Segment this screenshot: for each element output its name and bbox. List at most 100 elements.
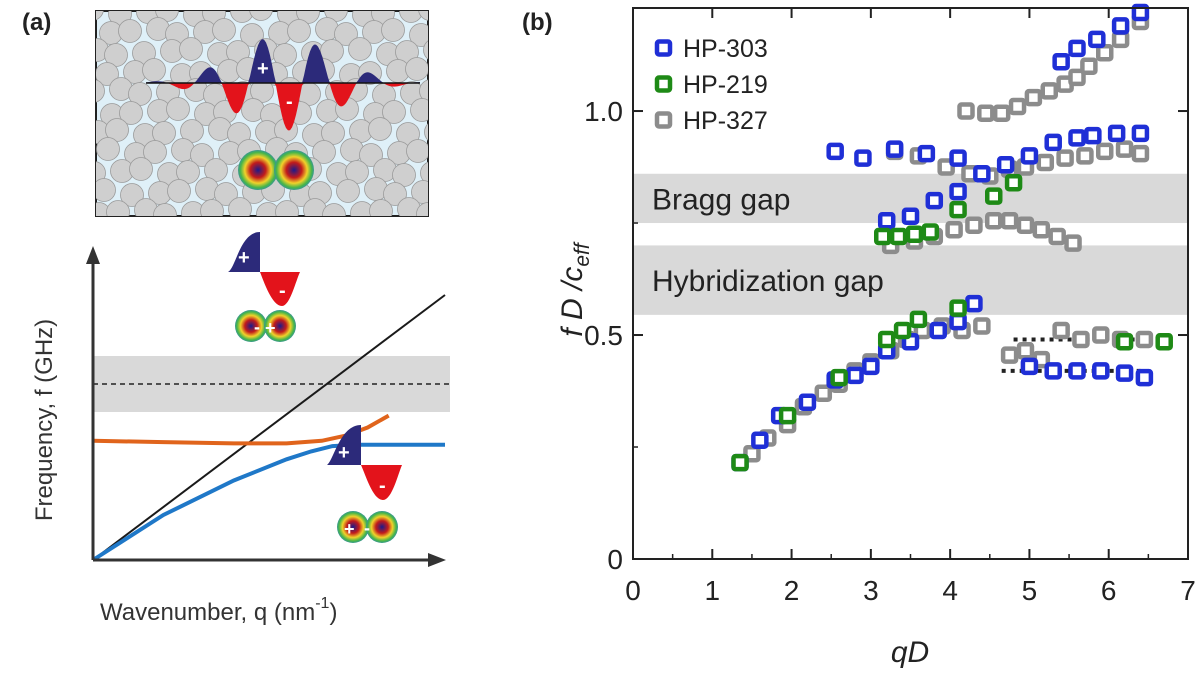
- data-point-hp-303: [1084, 126, 1102, 145]
- data-point-hp-327: [1072, 330, 1090, 349]
- data-point-hp-303: [1068, 362, 1086, 380]
- panel-a-x-label-main: Wavenumber, q (nm: [100, 599, 315, 626]
- x-tick-label: 7: [1180, 575, 1196, 606]
- lower-mode-wave-positive: [327, 425, 361, 465]
- data-point-hp-303: [1088, 30, 1106, 49]
- particle: [240, 23, 264, 47]
- particle: [334, 22, 358, 46]
- particle: [120, 183, 144, 207]
- data-point-hp-327: [1080, 57, 1098, 75]
- data-point-hp-327: [1016, 341, 1035, 360]
- particle: [200, 199, 224, 216]
- data-point-hp-327: [1096, 142, 1114, 161]
- y-tick-label: 1.0: [584, 96, 623, 127]
- data-point-hp-303: [826, 142, 844, 161]
- legend-marker-hp-327: [654, 111, 673, 129]
- particle: [287, 19, 311, 43]
- data-point-hp-303: [925, 191, 944, 210]
- data-point-hp-303: [854, 149, 872, 167]
- data-point-hp-303: [751, 431, 769, 450]
- data-point-hp-327: [1032, 220, 1051, 239]
- data-point-hp-303: [1044, 133, 1062, 152]
- lower-mode-plus: +: [338, 442, 350, 464]
- data-point-hp-303: [1115, 364, 1134, 382]
- legend-label-hp-219: HP-219: [683, 71, 768, 99]
- hybridization-gap-label: Hybridization gap: [652, 265, 884, 298]
- x-tick-label: 6: [1101, 575, 1117, 606]
- particle: [96, 11, 104, 21]
- data-point-hp-303: [1092, 362, 1110, 380]
- particle: [348, 37, 372, 61]
- upper-mode-wave-negative: [260, 272, 300, 306]
- x-tick-label: 2: [784, 575, 800, 606]
- particle: [416, 202, 428, 216]
- particle: [142, 58, 166, 82]
- data-point-hp-303: [901, 207, 920, 226]
- panel-a-x-label-exponent: -1: [315, 595, 329, 612]
- panel-a-y-arrow: [86, 246, 100, 264]
- particle: [166, 97, 190, 121]
- data-point-hp-303: [877, 212, 896, 230]
- x-tick-label: 5: [1022, 575, 1038, 606]
- upper-branch-line: [92, 413, 390, 446]
- data-point-hp-219: [877, 330, 896, 349]
- data-point-hp-327: [1040, 82, 1058, 100]
- scene-plus-label: +: [257, 58, 269, 80]
- lower-mode-minus: -: [379, 475, 386, 497]
- data-point-hp-303: [949, 149, 967, 167]
- legend-marker-hp-219: [654, 75, 673, 93]
- panel-a-x-arrow: [428, 553, 446, 567]
- particle: [397, 197, 421, 216]
- upper-mode-dimer-minus: -: [254, 317, 260, 337]
- particle: [96, 178, 116, 202]
- data-point-hp-303: [885, 140, 904, 158]
- particle: [129, 157, 153, 181]
- data-point-hp-327: [945, 220, 963, 239]
- data-point-hp-327: [1052, 321, 1070, 340]
- data-point-hp-327: [1016, 216, 1035, 235]
- data-point-hp-303: [996, 156, 1015, 174]
- particle: [228, 197, 252, 216]
- panel-b-tick-labels: 0 1 2 3 4 5 6 7 0 0.5 1.0: [584, 96, 1196, 606]
- panel-b-ticks: [632, 8, 1189, 560]
- lower-mode-dimer-minus: -: [364, 518, 370, 538]
- legend-marker-hp-303: [654, 39, 673, 57]
- data-point-hp-303: [1111, 17, 1130, 35]
- particle: [167, 179, 191, 203]
- data-point-hp-303: [846, 366, 864, 385]
- data-point-hp-219: [874, 227, 892, 246]
- legend-label-hp-327: HP-327: [683, 107, 768, 135]
- particle: [143, 140, 167, 164]
- data-point-hp-327: [992, 104, 1011, 123]
- data-point-hp-327: [957, 102, 975, 120]
- legend-label-hp-303: HP-303: [683, 35, 768, 63]
- particle: [369, 199, 393, 216]
- particle: [418, 11, 428, 21]
- particle: [431, 179, 454, 202]
- data-point-hp-327: [1076, 147, 1094, 165]
- upper-mode-minus: -: [279, 280, 286, 302]
- data-point-hp-219: [921, 223, 940, 241]
- data-point-hp-327: [965, 216, 983, 235]
- particle: [96, 79, 105, 103]
- particle: [383, 182, 407, 206]
- data-point-hp-327: [937, 158, 955, 176]
- nanoparticle-packing: [96, 11, 454, 216]
- panel-b-y-label: f D /ceff: [556, 241, 594, 337]
- particle: [399, 11, 423, 23]
- particle: [96, 137, 120, 161]
- scene-dimer-field-map: [238, 150, 314, 190]
- particle: [429, 22, 452, 45]
- data-point-hp-219: [830, 368, 848, 387]
- particle: [405, 57, 428, 81]
- data-point-hp-219: [778, 406, 797, 425]
- particle: [368, 117, 392, 141]
- light-line: [92, 294, 446, 561]
- x-tick-label: 4: [942, 575, 958, 606]
- particle: [249, 11, 273, 21]
- data-point-hp-327: [1131, 144, 1150, 163]
- particle: [106, 200, 130, 216]
- particle: [214, 182, 238, 206]
